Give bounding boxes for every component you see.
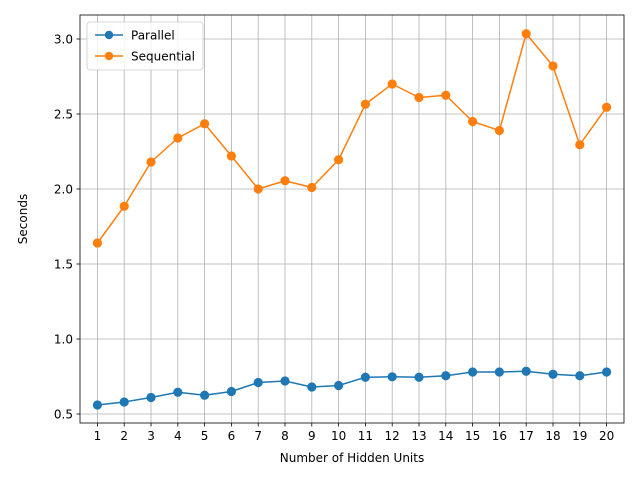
x-tick-label: 16 (492, 429, 507, 443)
x-tick-label: 15 (465, 429, 480, 443)
y-tick-label: 0.5 (54, 407, 73, 421)
data-point-sequential (575, 140, 585, 150)
data-point-parallel (253, 377, 263, 388)
x-tick-label: 10 (331, 429, 346, 443)
data-point-parallel (441, 371, 451, 381)
data-point-sequential (467, 116, 478, 127)
data-point-parallel (334, 380, 344, 391)
x-tick-label: 18 (545, 429, 560, 443)
y-tick-label: 3.0 (54, 32, 73, 46)
legend-marker-sequential (104, 51, 114, 61)
data-point-sequential (92, 238, 103, 248)
x-tick-label: 5 (201, 429, 209, 443)
legend-item-sequential: Sequential (95, 49, 195, 63)
data-point-sequential (253, 184, 263, 194)
series-parallel (92, 366, 612, 410)
data-point-parallel (467, 367, 478, 377)
x-tick-label: 8 (281, 429, 289, 443)
data-point-parallel (146, 392, 156, 403)
data-point-parallel (494, 367, 504, 377)
data-point-parallel (280, 376, 290, 386)
data-point-parallel (226, 386, 237, 397)
data-point-sequential (200, 119, 210, 129)
legend-box (86, 21, 204, 71)
y-tick-label: 2.0 (54, 182, 73, 196)
data-point-parallel (575, 371, 585, 381)
data-point-sequential (494, 125, 504, 136)
series-line-sequential (96, 33, 608, 244)
y-tick-label: 1.0 (54, 332, 73, 346)
x-tick-label: 12 (385, 429, 400, 443)
data-point-sequential (387, 79, 397, 89)
data-point-sequential (173, 133, 183, 143)
data-point-parallel (548, 369, 558, 379)
data-point-parallel (307, 382, 317, 392)
x-axis-label: Number of Hidden Units (280, 451, 424, 465)
data-point-parallel (521, 366, 531, 376)
legend-marker-parallel (104, 30, 114, 40)
x-tick-label: 3 (147, 429, 155, 443)
data-point-sequential (441, 90, 451, 100)
legend: Parallel Sequential (86, 21, 204, 71)
x-tick-label: 2 (120, 429, 128, 443)
x-tick-label: 17 (519, 429, 534, 443)
x-tick-label: 14 (438, 429, 453, 443)
data-point-parallel (601, 367, 612, 377)
grid (80, 15, 624, 423)
x-tick-label: 9 (308, 429, 316, 443)
y-axis-label: Seconds (16, 194, 30, 244)
series-layer (92, 29, 612, 410)
data-point-sequential (280, 176, 290, 186)
x-tick-label: 4 (174, 429, 182, 443)
legend-item-parallel: Parallel (95, 28, 175, 42)
legend-label-sequential: Sequential (131, 49, 195, 63)
x-tick-label: 6 (228, 429, 236, 443)
axis-ticks: 1 2 3 4 5 6 7 8 9 10 11 12 13 14 15 16 17 18 19 200.51.01.5… (54, 32, 614, 443)
data-point-parallel (387, 372, 397, 382)
data-point-sequential (414, 92, 424, 103)
x-tick-label: 20 (599, 429, 614, 443)
plot-frame (79, 14, 625, 424)
x-tick-label: 1 (94, 429, 102, 443)
data-point-sequential (360, 99, 370, 109)
series-sequential (92, 29, 612, 248)
data-point-sequential (226, 151, 237, 161)
data-point-sequential (521, 29, 531, 39)
data-point-parallel (173, 387, 183, 397)
data-point-sequential (307, 182, 317, 193)
x-tick-label: 19 (572, 429, 587, 443)
y-tick-label: 2.5 (54, 107, 73, 121)
x-tick-label: 7 (254, 429, 262, 443)
data-point-sequential (548, 61, 558, 71)
x-tick-label: 13 (411, 429, 426, 443)
data-point-parallel (360, 372, 370, 382)
data-point-sequential (334, 155, 344, 165)
data-point-sequential (146, 157, 156, 167)
data-point-sequential (119, 201, 129, 211)
data-point-parallel (414, 372, 424, 382)
y-tick-label: 1.5 (54, 257, 73, 271)
series-line-parallel (97, 370, 607, 406)
data-point-parallel (92, 400, 103, 410)
data-point-parallel (200, 390, 210, 400)
data-point-sequential (601, 102, 612, 112)
x-tick-label: 11 (358, 429, 373, 443)
legend-label-parallel: Parallel (131, 28, 175, 42)
data-point-parallel (119, 397, 129, 407)
